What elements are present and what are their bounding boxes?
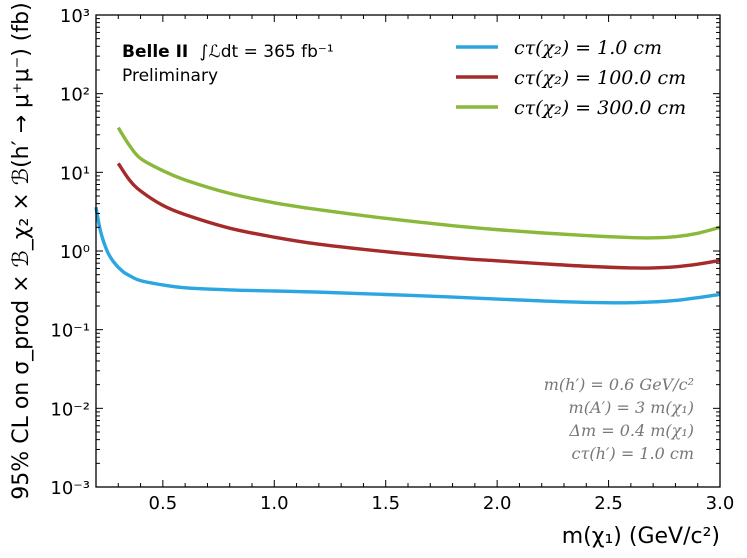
annotation-line: m(A′) = 3 m(χ₁)	[569, 398, 694, 417]
x-tick-label: 1.0	[260, 493, 289, 514]
y-axis-label: 95% CL on σ_prod × ℬ_χ₂ × ℬ(h′ → μ⁺μ⁻) (…	[9, 2, 34, 499]
y-tick-label: 10¹	[60, 163, 90, 184]
y-tick-label: 10³	[60, 6, 90, 27]
svg-text:Belle II ∫ℒdt = 365 fb⁻¹: Belle II ∫ℒdt = 365 fb⁻¹	[122, 42, 334, 62]
series-line	[116, 162, 721, 270]
series-line	[116, 126, 721, 240]
legend-entry: cτ(χ₂) = 300.0 cm	[514, 97, 686, 119]
y-tick-label: 10⁻¹	[50, 321, 90, 342]
luminosity-label: ∫ℒdt = 365 fb⁻¹	[200, 42, 334, 62]
x-tick-label: 3.0	[706, 493, 735, 514]
x-tick-label: 0.5	[149, 493, 178, 514]
experiment-block: Belle II ∫ℒdt = 365 fb⁻¹ Preliminary	[122, 42, 334, 86]
y-tick-label: 10⁻³	[50, 478, 90, 499]
legend: cτ(χ₂) = 1.0 cm cτ(χ₂) = 100.0 cm cτ(χ₂) =…	[456, 37, 686, 119]
legend-entry: cτ(χ₂) = 100.0 cm	[514, 67, 686, 89]
annotation-line: cτ(h′) = 1.0 cm	[572, 444, 694, 463]
y-tick-label: 10⁰	[60, 242, 90, 263]
status-label: Preliminary	[122, 66, 218, 86]
parameter-annotations: m(h′) = 0.6 GeV/c² m(A′) = 3 m(χ₁) Δm = 0.…	[544, 375, 694, 463]
axis-ticks: 0.5 1.0 1.5 2.0 2.5 3.0 10⁻³ 10⁻² 10⁻¹ 10⁰ 10¹ 10² 1…	[50, 6, 734, 514]
series-line	[94, 206, 721, 305]
legend-entry: cτ(χ₂) = 1.0 cm	[514, 37, 662, 59]
annotation-line: Δm = 0.4 m(χ₁)	[568, 421, 694, 440]
x-tick-label: 2.0	[483, 493, 512, 514]
curves	[94, 126, 721, 305]
annotation-line: m(h′) = 0.6 GeV/c²	[544, 375, 694, 394]
x-tick-label: 1.5	[371, 493, 400, 514]
experiment-label: Belle II	[122, 42, 188, 62]
y-tick-label: 10²	[60, 85, 90, 106]
x-tick-label: 2.5	[594, 493, 623, 514]
y-tick-label: 10⁻²	[50, 399, 90, 420]
x-axis-label: m(χ₁) (GeV/c²)	[562, 524, 720, 549]
